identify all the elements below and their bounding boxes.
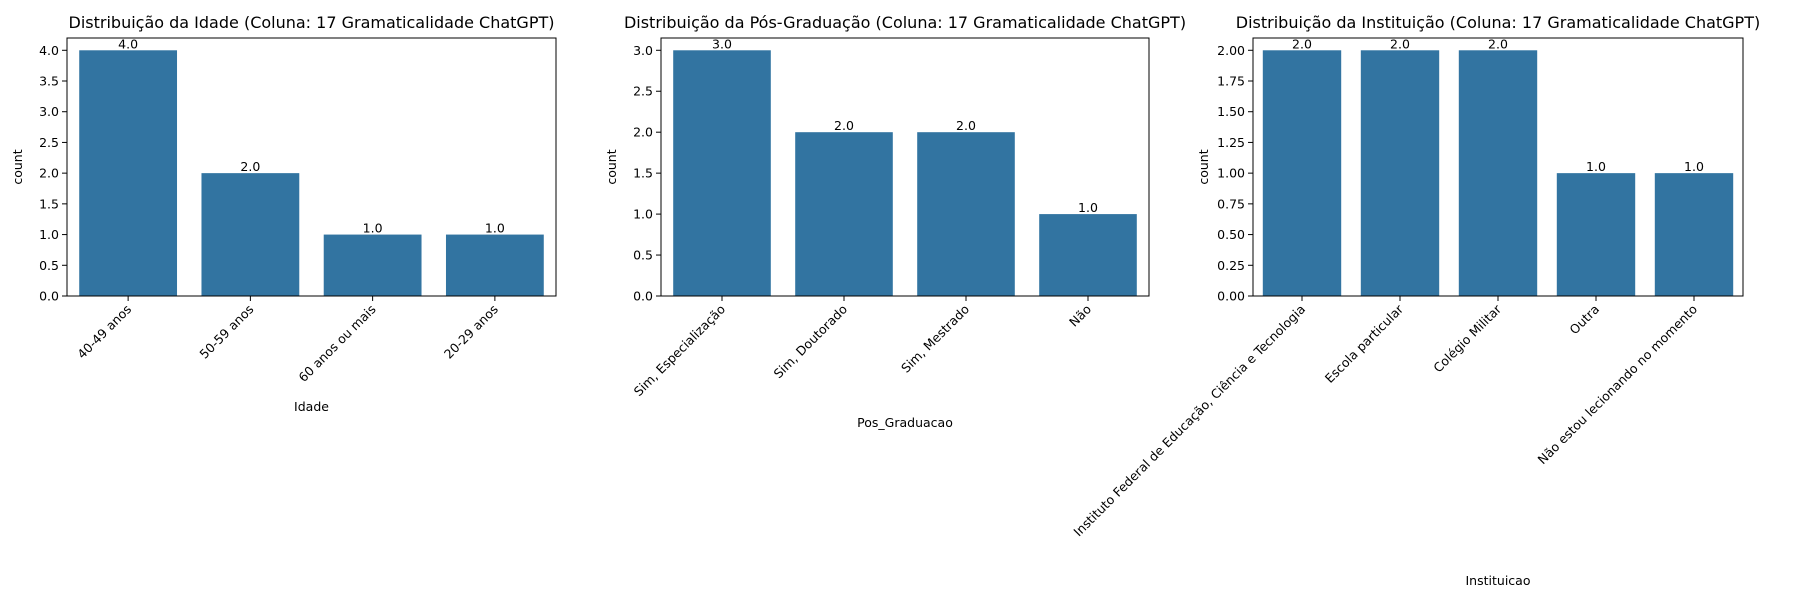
chart-panel-2: 0.0 0.5 1.0 1.5 2.0 2.5 3.0 Sim, Especialização… xyxy=(604,13,1186,430)
y-tick-label: 3.5 xyxy=(39,74,59,89)
y-tick-label: 2.5 xyxy=(633,84,653,99)
x-axis-label: Idade xyxy=(294,399,329,414)
y-tick-label: 1.0 xyxy=(633,207,653,222)
x-tick-label: Não xyxy=(1066,302,1094,330)
x-tick-label: Não estou lecionando no momento xyxy=(1535,302,1701,468)
y-tick-label: 0.0 xyxy=(633,289,653,304)
data-label: 1.0 xyxy=(363,221,383,236)
x-tick-label: Outra xyxy=(1566,302,1602,338)
y-tick-label: 0.50 xyxy=(1217,227,1245,242)
data-label: 2.0 xyxy=(956,118,976,133)
data-label: 1.0 xyxy=(485,221,505,236)
data-label: 1.0 xyxy=(1078,200,1098,215)
y-tick-label: 1.50 xyxy=(1217,104,1245,119)
chart-panel-1: 0.0 0.5 1.0 1.5 2.0 2.5 3.0 3.5 4.0 40-49 anos 50-… xyxy=(10,13,557,414)
plot-frame xyxy=(660,37,1150,297)
y-tick-label: 0.00 xyxy=(1217,289,1245,304)
chart-title: Distribuição da Pós-Graduação (Coluna: 1… xyxy=(624,13,1186,32)
plot-frame xyxy=(66,37,557,297)
y-tick-label: 0.75 xyxy=(1217,196,1245,211)
y-tick-label: 1.00 xyxy=(1217,166,1245,181)
y-axis-label: count xyxy=(10,149,25,184)
chart-title: Distribuição da Instituição (Coluna: 17 … xyxy=(1236,13,1760,32)
bar xyxy=(1654,173,1734,296)
bar xyxy=(201,173,300,296)
y-tick-label: 3.0 xyxy=(633,43,653,58)
y-tick-label: 2.0 xyxy=(633,125,653,140)
x-tick-label: 20-29 anos xyxy=(441,302,501,362)
y-axis-label: count xyxy=(604,149,619,184)
bar xyxy=(1360,50,1440,297)
x-tick-label: Sim, Mestrado xyxy=(898,302,972,376)
x-tick-label: Colégio Militar xyxy=(1430,301,1504,375)
y-tick-label: 2.5 xyxy=(39,135,59,150)
data-label: 2.0 xyxy=(1488,36,1508,51)
bar xyxy=(1556,173,1636,296)
bar xyxy=(79,50,178,297)
bar xyxy=(1458,50,1538,297)
bar xyxy=(917,132,1015,296)
data-label: 2.0 xyxy=(240,159,260,174)
y-tick-label: 0.25 xyxy=(1217,258,1245,273)
x-tick-label: Sim, Especialização xyxy=(631,302,729,400)
y-tick-label: 1.75 xyxy=(1217,74,1245,89)
y-tick-label: 1.25 xyxy=(1217,135,1245,150)
chart-panel-3: 0.00 0.25 0.50 0.75 1.00 1.25 1.50 1.75 2.00 Inst… xyxy=(1070,13,1760,588)
y-tick-label: 2.00 xyxy=(1217,43,1245,58)
y-tick-label: 0.5 xyxy=(39,258,59,273)
data-label: 1.0 xyxy=(1586,159,1606,174)
x-tick-label: 60 anos ou mais xyxy=(295,302,378,385)
y-tick-label: 0.0 xyxy=(39,289,59,304)
y-tick-label: 4.0 xyxy=(39,43,59,58)
x-tick-label: 40-49 anos xyxy=(74,302,134,362)
bar xyxy=(673,50,771,297)
bar xyxy=(1262,50,1342,297)
y-tick-label: 2.0 xyxy=(39,166,59,181)
y-tick-label: 1.5 xyxy=(39,196,59,211)
data-label: 2.0 xyxy=(834,118,854,133)
x-axis-label: Pos_Graduacao xyxy=(857,415,953,430)
data-label: 1.0 xyxy=(1684,159,1704,174)
bar xyxy=(795,132,893,296)
y-tick-label: 1.5 xyxy=(633,166,653,181)
bar xyxy=(445,234,544,296)
data-label: 2.0 xyxy=(1390,36,1410,51)
y-tick-label: 3.0 xyxy=(39,104,59,119)
bar xyxy=(323,234,422,296)
data-label: 2.0 xyxy=(1292,36,1312,51)
data-label: 4.0 xyxy=(118,36,138,51)
data-label: 3.0 xyxy=(712,36,732,51)
x-tick-label: Escola particular xyxy=(1322,301,1407,386)
y-axis-label: count xyxy=(1196,149,1211,184)
chart-title: Distribuição da Idade (Coluna: 17 Gramat… xyxy=(69,13,555,32)
x-axis-label: Instituicao xyxy=(1466,573,1531,588)
bar xyxy=(1039,214,1137,296)
y-tick-label: 0.5 xyxy=(633,248,653,263)
y-tick-label: 1.0 xyxy=(39,227,59,242)
x-tick-label: Sim, Doutorado xyxy=(770,302,850,382)
x-tick-label: 50-59 anos xyxy=(196,302,256,362)
x-tick-label: Instituto Federal de Educação, Ciência e… xyxy=(1070,302,1308,540)
